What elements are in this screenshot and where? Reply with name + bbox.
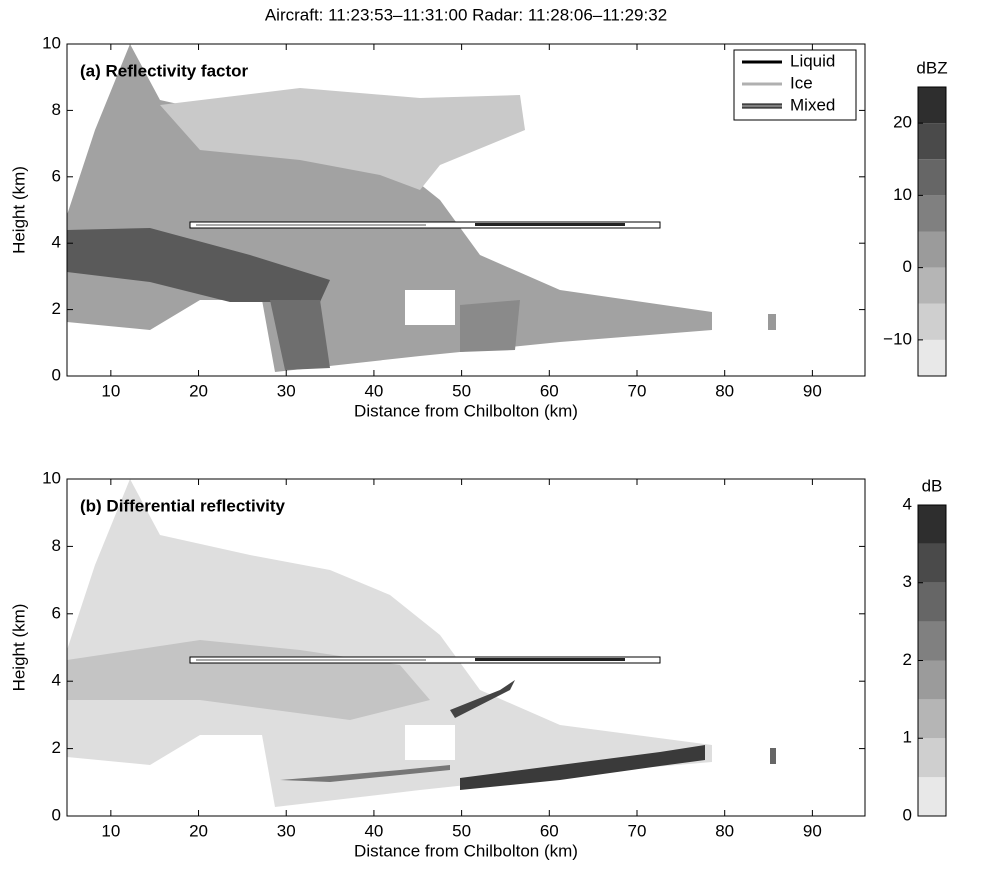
x-axis-label: Distance from Chilbolton (km) bbox=[354, 841, 578, 860]
x-tick-label: 60 bbox=[540, 381, 559, 400]
y-tick-label: 6 bbox=[52, 603, 61, 622]
colorbar-band bbox=[918, 777, 946, 816]
legend-label: Mixed bbox=[790, 95, 835, 114]
colorbar-label: dBZ bbox=[916, 58, 947, 77]
aircraft-track bbox=[189, 656, 661, 664]
colorbar-band bbox=[918, 582, 946, 622]
colorbar-band bbox=[918, 123, 946, 160]
colorbar-band bbox=[918, 159, 946, 196]
y-tick-label: 8 bbox=[52, 536, 61, 555]
colorbar-band bbox=[918, 621, 946, 661]
x-tick-label: 20 bbox=[189, 381, 208, 400]
legend-label: Liquid bbox=[790, 51, 835, 70]
y-axis-label: Height (km) bbox=[9, 166, 28, 254]
colorbar-band bbox=[918, 231, 946, 268]
y-tick-label: 4 bbox=[52, 233, 61, 252]
colorbar-tick-label: 1 bbox=[903, 728, 912, 747]
y-axis-label: Height (km) bbox=[9, 604, 28, 692]
y-tick-label: 10 bbox=[42, 468, 61, 487]
x-tick-label: 70 bbox=[628, 381, 647, 400]
colorbar-tick-label: 0 bbox=[903, 257, 912, 276]
radar-echo bbox=[67, 44, 776, 372]
aircraft-track bbox=[189, 221, 661, 229]
y-tick-label: 2 bbox=[52, 299, 61, 318]
y-tick-label: 0 bbox=[52, 805, 61, 824]
panel-title: (a) Reflectivity factor bbox=[80, 61, 249, 80]
colorbar-tick-label: 10 bbox=[893, 185, 912, 204]
x-tick-label: 70 bbox=[628, 821, 647, 840]
colorbar-band bbox=[918, 87, 946, 124]
axes-frame bbox=[66, 43, 866, 377]
colorbar-band bbox=[918, 195, 946, 232]
y-tick-label: 4 bbox=[52, 671, 61, 690]
x-tick-label: 80 bbox=[715, 821, 734, 840]
colorbar-tick-label: 4 bbox=[903, 494, 912, 513]
x-tick-label: 90 bbox=[803, 821, 822, 840]
colorbar-tick-label: 3 bbox=[903, 572, 912, 591]
colorbar-band bbox=[918, 267, 946, 304]
x-tick-label: 50 bbox=[452, 821, 471, 840]
x-tick-label: 80 bbox=[715, 381, 734, 400]
x-tick-label: 50 bbox=[452, 381, 471, 400]
colorbar-band bbox=[918, 339, 946, 376]
axes-frame bbox=[66, 478, 866, 817]
x-tick-label: 10 bbox=[101, 821, 120, 840]
x-tick-label: 20 bbox=[189, 821, 208, 840]
colorbar-tick-label: 0 bbox=[903, 805, 912, 824]
radar-echo bbox=[67, 479, 776, 807]
colorbar-band bbox=[918, 699, 946, 739]
colorbar-tick-label: 20 bbox=[893, 113, 912, 132]
x-axis-label: Distance from Chilbolton (km) bbox=[354, 401, 578, 420]
colorbar-tick-label: 2 bbox=[903, 650, 912, 669]
colorbar-band bbox=[918, 543, 946, 583]
colorbar-band bbox=[918, 660, 946, 700]
x-tick-label: 40 bbox=[364, 381, 383, 400]
x-tick-label: 40 bbox=[364, 821, 383, 840]
y-tick-label: 8 bbox=[52, 100, 61, 119]
panel-title: (b) Differential reflectivity bbox=[80, 496, 286, 515]
legend-label: Ice bbox=[790, 73, 813, 92]
colorbar-band bbox=[918, 505, 946, 544]
figure-title: Aircraft: 11:23:53–11:31:00 Radar: 11:28… bbox=[265, 5, 667, 24]
colorbar-band bbox=[918, 303, 946, 340]
y-tick-label: 0 bbox=[52, 365, 61, 384]
x-tick-label: 60 bbox=[540, 821, 559, 840]
colorbar-frame bbox=[917, 86, 947, 377]
legend-box bbox=[733, 49, 857, 121]
x-tick-label: 30 bbox=[277, 821, 296, 840]
x-tick-label: 30 bbox=[277, 381, 296, 400]
y-tick-label: 6 bbox=[52, 166, 61, 185]
y-tick-label: 2 bbox=[52, 738, 61, 757]
x-tick-label: 10 bbox=[101, 381, 120, 400]
colorbar-band bbox=[918, 738, 946, 778]
y-tick-label: 10 bbox=[42, 33, 61, 52]
colorbar-tick-label: −10 bbox=[883, 329, 912, 348]
colorbar-label: dB bbox=[922, 476, 943, 495]
x-tick-label: 90 bbox=[803, 381, 822, 400]
